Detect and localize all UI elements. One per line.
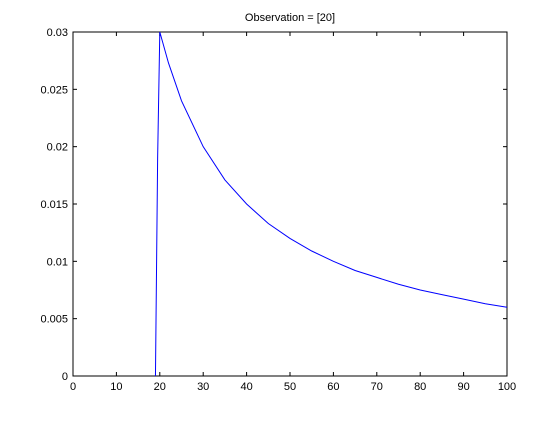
x-tick-label: 70 [371,381,383,393]
x-tick-label: 30 [197,381,209,393]
y-tick-label: 0.005 [40,314,68,326]
series-line [154,31,508,377]
x-tick-label: 40 [240,381,252,393]
x-tick-label: 50 [284,381,296,393]
y-tick-label: 0.025 [40,84,68,96]
plot-frame [72,31,508,377]
x-axis: 0 10 20 30 40 50 60 70 80 90 100 [70,32,516,393]
y-axis: 0 0.005 0.01 0.015 0.02 0.025 0.03 [40,27,507,383]
chart-title: Observation = [20] [245,12,335,24]
x-tick-label: 90 [457,381,469,393]
y-tick-label: 0.015 [40,199,68,211]
x-tick-label: 100 [498,381,516,393]
y-tick-label: 0.01 [47,256,68,268]
y-tick-label: 0.03 [47,27,68,39]
x-tick-label: 60 [327,381,339,393]
y-tick-label: 0.02 [47,142,68,154]
x-tick-label: 20 [154,381,166,393]
series-layer [154,31,508,377]
x-tick-label: 10 [110,381,122,393]
x-tick-label: 80 [414,381,426,393]
x-tick-label: 0 [70,381,76,393]
y-tick-label: 0 [62,371,68,383]
